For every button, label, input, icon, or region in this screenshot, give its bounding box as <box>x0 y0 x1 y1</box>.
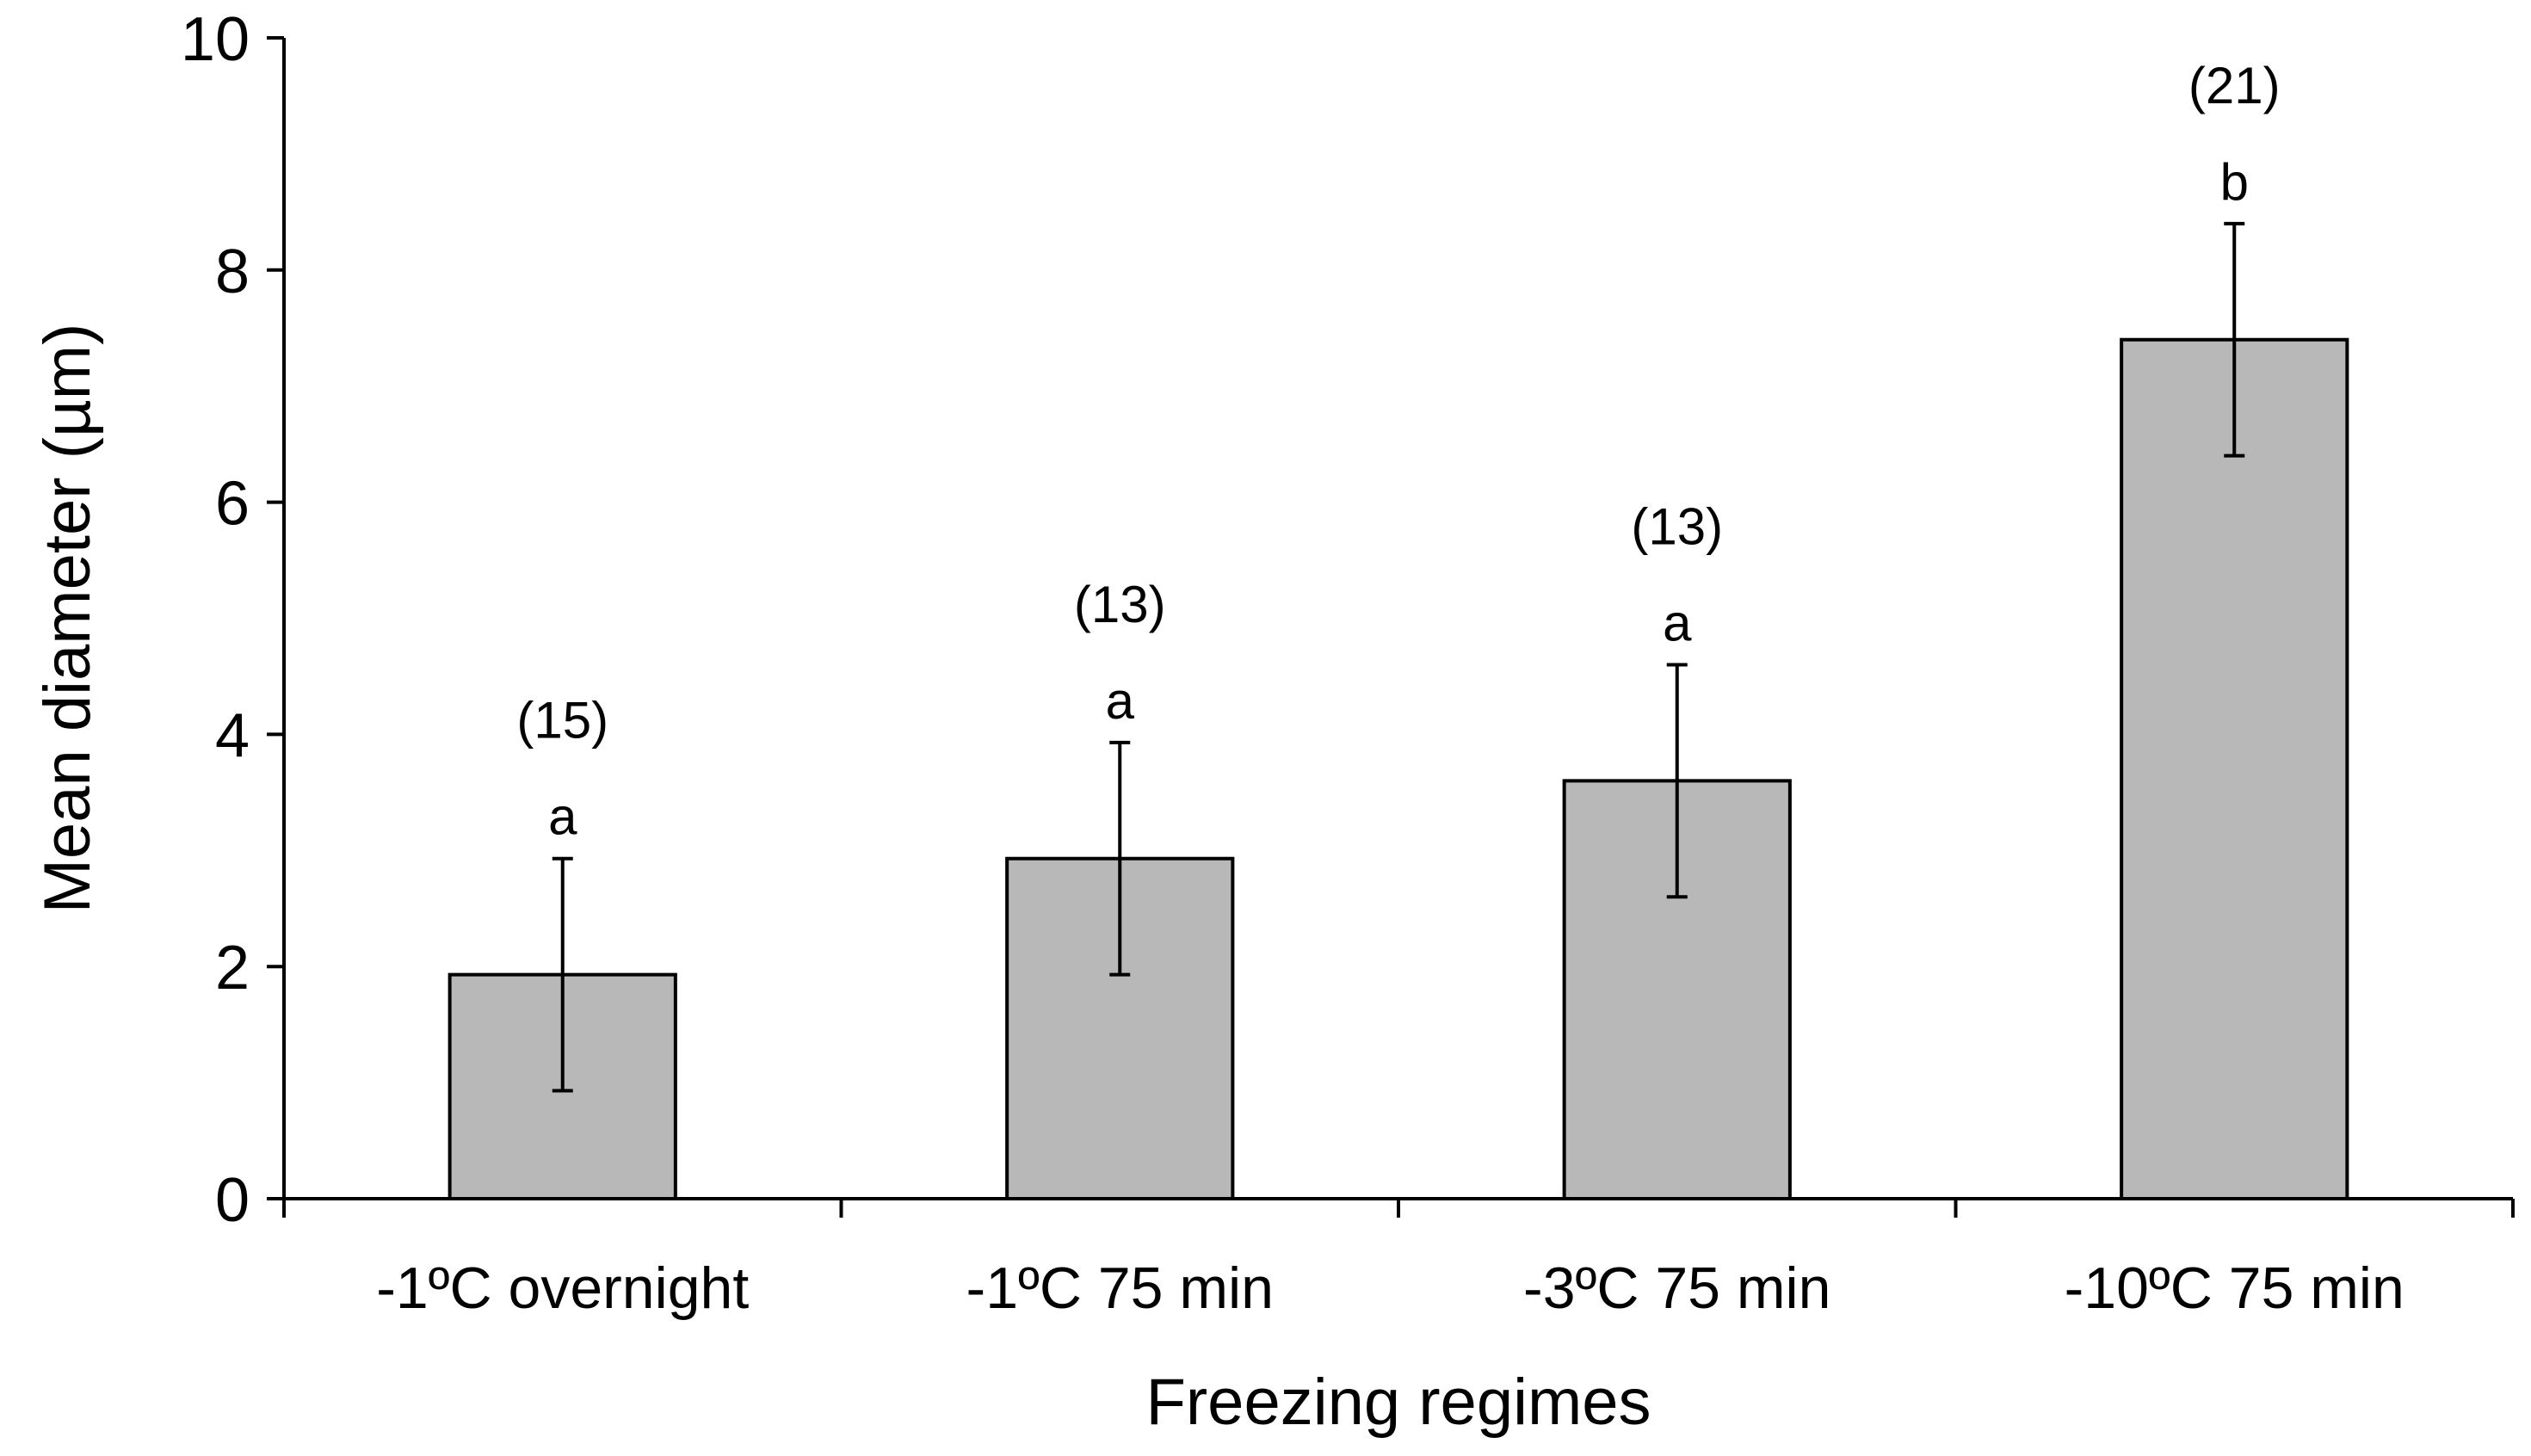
y-tick-label: 4 <box>215 701 250 770</box>
y-tick-label: 8 <box>215 238 250 306</box>
y-axis-title: Mean diameter (µm) <box>31 324 104 914</box>
x-axis-title: Freezing regimes <box>1145 1366 1651 1439</box>
sample-size-label: (13) <box>1074 576 1166 633</box>
y-tick-label: 10 <box>181 5 250 74</box>
x-tick-label: -3ºC 75 min <box>1523 1255 1830 1321</box>
bar <box>2120 337 2349 1200</box>
x-tick-label: -1ºC 75 min <box>966 1255 1274 1321</box>
significance-letter: a <box>548 788 577 846</box>
x-ticks-layer: -1ºC overnight -1ºC 75 min -3ºC 75 min -10º… <box>282 1199 2515 1321</box>
significance-letter: a <box>1663 594 1692 651</box>
x-tick-label: -1ºC overnight <box>376 1255 749 1321</box>
y-tick-label: 6 <box>215 470 250 539</box>
significance-letter: b <box>2220 153 2249 211</box>
x-tick-label: -10ºC 75 min <box>2065 1255 2404 1321</box>
y-tick-label: 2 <box>215 934 250 1003</box>
sample-size-label: (21) <box>2188 57 2281 114</box>
annotations-layer: a (15) a (13) a (13) b (21) <box>516 57 2280 846</box>
sample-size-label: (15) <box>516 692 608 750</box>
y-tick-label: 0 <box>215 1166 250 1235</box>
bars-layer <box>448 337 2349 1200</box>
y-ticks-layer: 0 2 4 6 8 10 <box>181 5 284 1235</box>
sample-size-label: (13) <box>1631 497 1723 555</box>
error-bars-layer <box>552 221 2245 1093</box>
significance-letter: a <box>1106 672 1135 730</box>
